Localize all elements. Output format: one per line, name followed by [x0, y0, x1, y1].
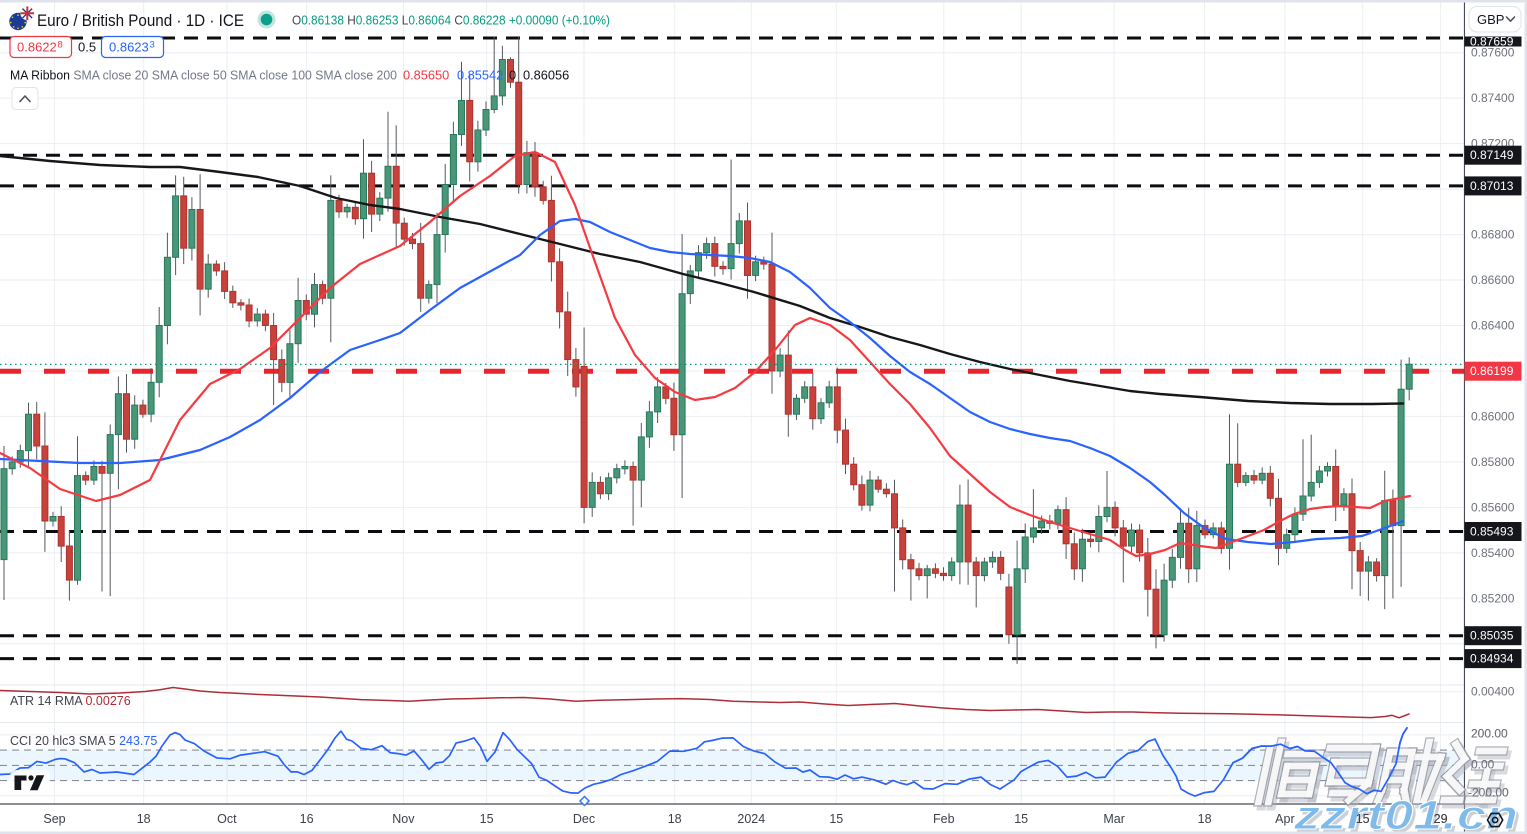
svg-text:3: 3: [150, 40, 155, 51]
svg-text:0.85493: 0.85493: [1470, 525, 1514, 539]
svg-text:0.85650: 0.85650: [403, 68, 449, 83]
svg-text:2024: 2024: [737, 812, 765, 826]
svg-text:0.87600: 0.87600: [1471, 46, 1515, 60]
svg-text:Feb: Feb: [933, 812, 955, 826]
svg-text:0.86600: 0.86600: [1471, 273, 1515, 287]
svg-text:0.85400: 0.85400: [1471, 546, 1515, 560]
svg-text:0.85542: 0.85542: [457, 68, 503, 83]
svg-text:0.87400: 0.87400: [1471, 91, 1515, 105]
svg-text:0.84934: 0.84934: [1470, 652, 1514, 666]
svg-text:0.86000: 0.86000: [1471, 409, 1515, 423]
svg-text:0.87149: 0.87149: [1470, 148, 1514, 162]
svg-text:0: 0: [509, 68, 516, 83]
svg-text:15: 15: [480, 812, 494, 826]
svg-text:ATR 14 RMA 0.00276: ATR 14 RMA 0.00276: [10, 694, 131, 708]
svg-text:15: 15: [829, 812, 843, 826]
svg-text:0.8622: 0.8622: [17, 40, 57, 55]
svg-text:Apr: Apr: [1275, 812, 1294, 826]
svg-text:29: 29: [1434, 812, 1448, 826]
svg-text:15: 15: [1014, 812, 1028, 826]
svg-text:CCI 20 hlc3 SMA 5 243.75: CCI 20 hlc3 SMA 5 243.75: [10, 734, 157, 748]
svg-text:29: 29: [1434, 812, 1448, 826]
svg-text:0.87659: 0.87659: [1470, 35, 1514, 49]
svg-text:Oct: Oct: [217, 812, 237, 826]
svg-text:0.00400: 0.00400: [1471, 685, 1515, 699]
svg-text:0.85800: 0.85800: [1471, 455, 1515, 469]
svg-text:Nov: Nov: [392, 812, 415, 826]
svg-text:zzrt01.cn: zzrt01.cn: [1293, 792, 1518, 834]
svg-text:0.8623: 0.8623: [109, 40, 149, 55]
svg-text:200.00: 200.00: [1471, 726, 1508, 740]
svg-text:Sep: Sep: [43, 812, 65, 826]
svg-text:0.86400: 0.86400: [1471, 319, 1515, 333]
svg-text:8: 8: [58, 40, 63, 51]
svg-text:0.85600: 0.85600: [1471, 500, 1515, 514]
svg-text:O0.86138 H0.86253 L0.86064 C0.: O0.86138 H0.86253 L0.86064 C0.86228 +0.0…: [292, 13, 610, 28]
svg-text:GBP: GBP: [1477, 12, 1504, 27]
svg-text:0.86056: 0.86056: [523, 68, 569, 83]
svg-text:0.00: 0.00: [1471, 757, 1495, 771]
svg-text:18: 18: [137, 812, 151, 826]
svg-text:-200.00: -200.00: [1468, 786, 1509, 800]
svg-text:200.00: 200.00: [1471, 726, 1508, 740]
svg-text:15: 15: [1356, 812, 1370, 826]
svg-text:Mar: Mar: [1103, 812, 1125, 826]
svg-text:18: 18: [668, 812, 682, 826]
svg-text:zzrt01.cn: zzrt01.cn: [1296, 795, 1521, 834]
svg-text:0.87013: 0.87013: [1470, 179, 1514, 193]
svg-text:Euro / British Pound · 1D · IC: Euro / British Pound · 1D · ICE: [37, 11, 244, 30]
svg-text:18: 18: [1198, 812, 1212, 826]
svg-text:15: 15: [1356, 812, 1370, 826]
svg-text:16: 16: [300, 812, 314, 826]
svg-text:0.5: 0.5: [78, 40, 96, 55]
svg-text:Dec: Dec: [573, 812, 595, 826]
svg-text:0.85200: 0.85200: [1471, 591, 1515, 605]
svg-text:0.86800: 0.86800: [1471, 228, 1515, 242]
svg-text:0.86199: 0.86199: [1470, 364, 1514, 378]
svg-text:0.85035: 0.85035: [1470, 629, 1514, 643]
svg-text:MA Ribbon SMA close 20 SMA clo: MA Ribbon SMA close 20 SMA close 50 SMA …: [10, 68, 397, 83]
